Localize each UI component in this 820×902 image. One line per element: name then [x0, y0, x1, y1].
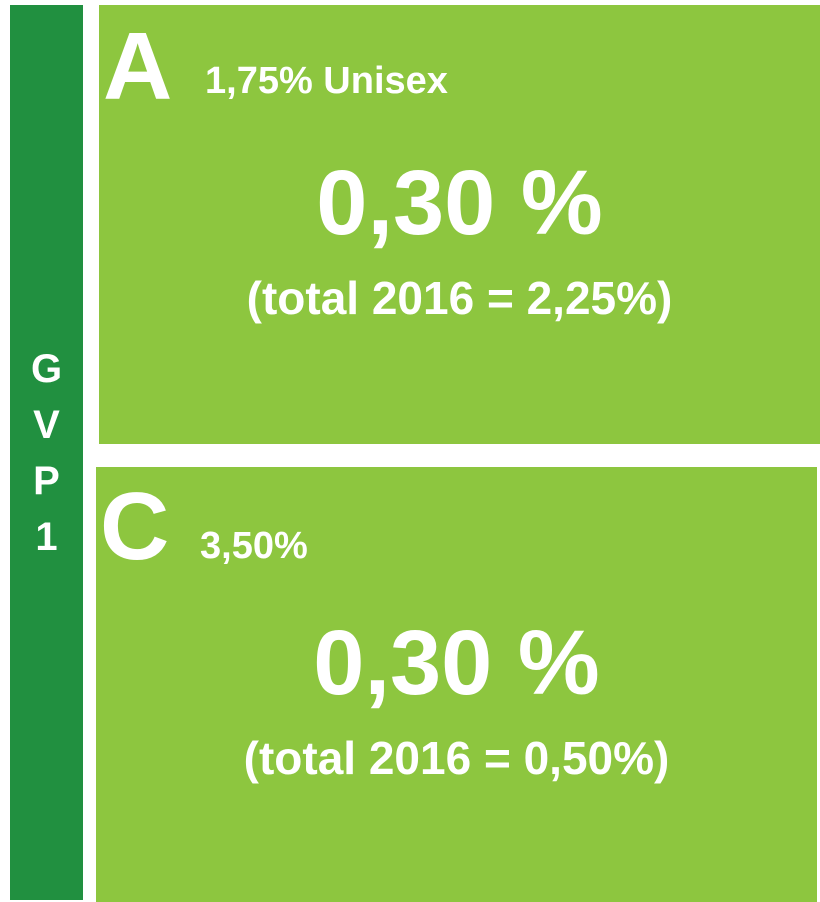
panel-headline: 0,30 % — [313, 612, 600, 714]
sidebar: G V P 1 — [10, 5, 83, 900]
sidebar-letter: V — [33, 402, 60, 447]
panel-detail: (total 2016 = 0,50%) — [243, 732, 670, 784]
panel: C 3,50% 0,30 % (total 2016 = 0,50%) — [96, 467, 817, 902]
panel-subtitle: 3,50% — [200, 525, 308, 567]
panel-letter: C — [100, 473, 170, 580]
sidebar-letter: 1 — [35, 514, 58, 559]
sidebar-letter: G — [30, 346, 63, 391]
panel-headline: 0,30 % — [316, 152, 603, 254]
panel-detail: (total 2016 = 2,25%) — [246, 272, 673, 324]
panel: A 1,75% Unisex 0,30 % (total 2016 = 2,25… — [99, 5, 820, 444]
sidebar-letter: P — [33, 458, 60, 503]
panel-letter: A — [103, 13, 173, 120]
panel-subtitle: 1,75% Unisex — [205, 60, 448, 102]
